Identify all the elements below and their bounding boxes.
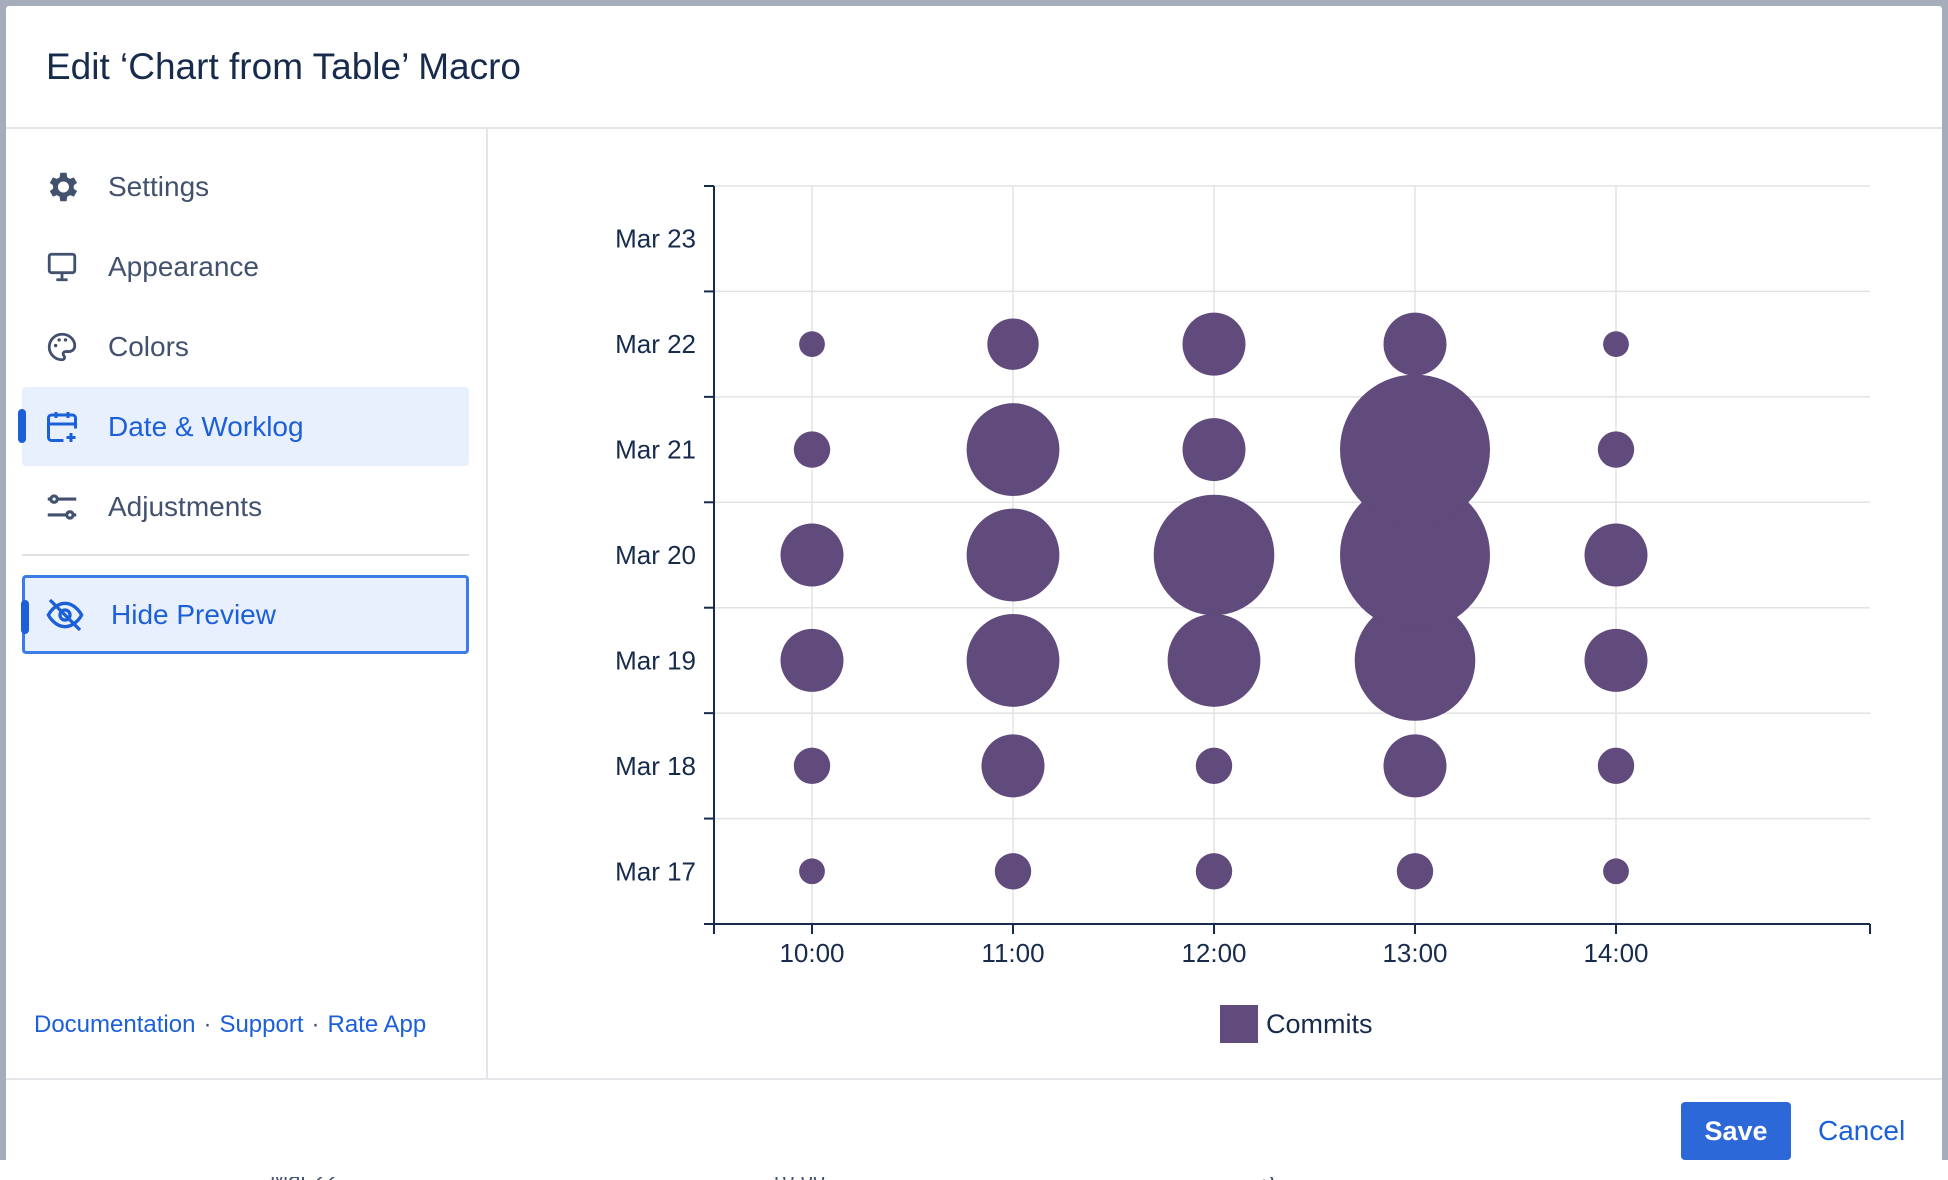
eye-off-icon [45, 595, 85, 635]
bubble-point [1603, 331, 1629, 358]
y-tick-label: Mar 22 [615, 329, 696, 359]
bubble-point [799, 331, 825, 358]
support-link[interactable]: Support [219, 1011, 304, 1038]
legend-label: Commits [1266, 1009, 1373, 1039]
sidebar: Settings Appearance Colors [6, 129, 488, 1078]
bubble-point [1597, 747, 1635, 785]
legend-swatch [1220, 1005, 1258, 1043]
cancel-button[interactable]: Cancel [1806, 1102, 1917, 1160]
bubble-point [1340, 480, 1490, 630]
bubble-point [1340, 374, 1490, 525]
x-tick-label: 10:00 [779, 938, 844, 968]
bubble-point [966, 403, 1060, 496]
bubble-point [1182, 418, 1246, 482]
bubble-point [1182, 312, 1246, 376]
sidebar-item-colors[interactable]: Colors [22, 307, 469, 386]
bubble-point [780, 523, 844, 587]
sidebar-item-adjustments[interactable]: Adjustments [22, 467, 469, 546]
y-tick-label: Mar 21 [615, 435, 696, 465]
bubble-point [966, 614, 1060, 707]
x-tick-label: 12:00 [1181, 938, 1246, 968]
link-separator: · [311, 1011, 320, 1038]
bubble-point [799, 858, 825, 885]
dialog-header: Edit ‘Chart from Table’ Macro [6, 6, 1942, 129]
sidebar-item-label: Date & Worklog [108, 410, 304, 442]
x-tick-label: 13:00 [1382, 938, 1447, 968]
sidebar-item-label: Colors [108, 330, 189, 362]
sidebar-item-date-worklog[interactable]: Date & Worklog [18, 387, 469, 466]
save-button[interactable]: Save [1681, 1102, 1791, 1160]
link-separator: · [203, 1011, 212, 1038]
documentation-link[interactable]: Documentation [34, 1011, 196, 1038]
x-tick-label: 11:00 [981, 938, 1044, 968]
sidebar-item-label: Appearance [108, 250, 260, 282]
bubble-point [1153, 494, 1275, 616]
sidebar-item-appearance[interactable]: Appearance [22, 227, 469, 306]
dialog-footer: Save Cancel [6, 1078, 1942, 1177]
bubble-point [1167, 614, 1261, 707]
bubble-point [1396, 853, 1434, 890]
bubble-point [1584, 523, 1648, 587]
monitor-icon [42, 247, 82, 287]
sidebar-item-label: Adjustments [108, 490, 263, 522]
sidebar-item-settings[interactable]: Settings [22, 147, 469, 226]
sidebar-links: Documentation · Support · Rate App [34, 1011, 426, 1039]
x-tick-label: 14:00 [1583, 938, 1648, 968]
palette-icon [42, 327, 82, 367]
bubble-point [1195, 747, 1233, 785]
bubble-point [981, 734, 1045, 798]
macro-dialog: Edit ‘Chart from Table’ Macro Settings A… [6, 6, 1942, 1177]
bubble-point [793, 747, 831, 785]
hide-preview-label: Hide Preview [111, 598, 276, 630]
y-tick-label: Mar 19 [615, 645, 696, 675]
rate-app-link[interactable]: Rate App [327, 1011, 427, 1038]
y-tick-label: Mar 20 [615, 540, 696, 570]
bubble-point [1383, 734, 1447, 798]
bubble-point [1383, 312, 1447, 376]
dialog-title: Edit ‘Chart from Table’ Macro [46, 46, 522, 87]
bubble-point [793, 431, 831, 468]
bubble-point [780, 628, 844, 692]
gear-icon [42, 167, 82, 207]
bubble-point [987, 318, 1039, 370]
bubble-point [1195, 853, 1233, 890]
sidebar-divider [22, 554, 469, 556]
sidebar-item-label: Settings [108, 170, 210, 202]
bubble-point [1597, 431, 1635, 468]
bubble-point [1354, 600, 1476, 721]
calendar-plus-icon [42, 407, 82, 447]
bubble-chart: Mar 17 Mar 18 Mar 19 Mar 20 Mar 21 Mar 22 Mar … [615, 185, 1871, 1043]
y-tick-label: Mar 18 [615, 751, 696, 781]
bubble-point [1603, 858, 1629, 885]
bubble-point [966, 508, 1060, 602]
chart-preview: Mar 17 Mar 18 Mar 19 Mar 20 Mar 21 Mar 22 Mar … [490, 129, 1942, 1078]
sliders-icon [42, 487, 82, 527]
hide-preview-button[interactable]: Hide Preview [21, 575, 469, 654]
bubble-point [1584, 628, 1648, 692]
y-tick-label: Mar 17 [615, 856, 696, 886]
bubble-point [994, 853, 1032, 890]
y-tick-label: Mar 23 [615, 224, 696, 254]
